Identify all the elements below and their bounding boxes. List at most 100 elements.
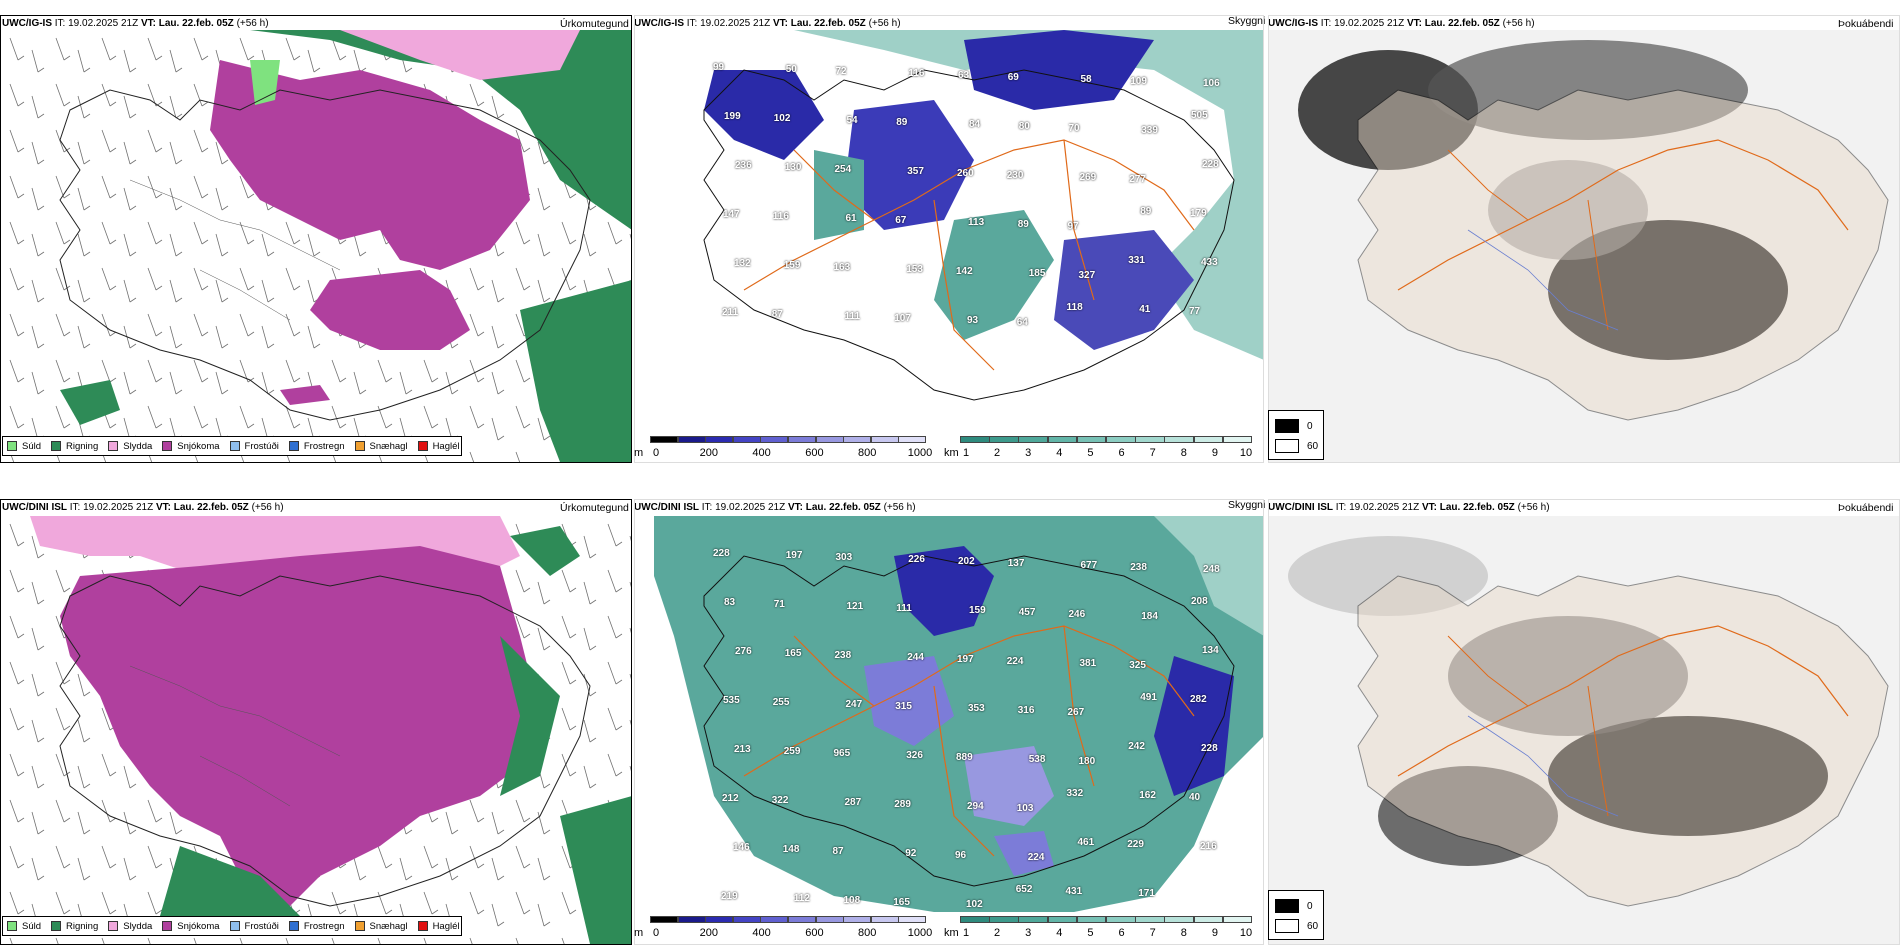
legend-item: Haglél	[417, 440, 460, 452]
visibility-value-label: 153	[906, 264, 923, 275]
legend-label: Frostregn	[303, 920, 345, 932]
visibility-value-label: 326	[906, 750, 923, 761]
fog-legend-label: 0	[1307, 420, 1313, 432]
colorbar-segment	[1018, 436, 1049, 443]
legend-label: Haglél	[432, 440, 460, 452]
colorbar-meters-row2: m 0 200 400 600 800 1000	[634, 913, 936, 943]
visibility-value-label: 652	[1015, 884, 1033, 895]
panel-title: Skyggni	[1228, 499, 1266, 511]
legend-item: Slydda	[108, 921, 152, 932]
lead-time: (+56 h)	[236, 18, 269, 29]
visibility-value-label: 77	[1189, 306, 1201, 317]
visibility-value-label: 211	[722, 307, 739, 318]
legend-label: Slydda	[123, 440, 153, 452]
colorbar-meters-row1: m 0 200 400 600 800 1000	[634, 433, 936, 463]
visibility-value-label: 339	[1141, 125, 1158, 136]
colorbar-segment	[677, 916, 706, 923]
swatch	[417, 441, 428, 451]
visibility-value-label: 255	[772, 697, 790, 708]
visibility-value-label: 163	[833, 262, 851, 273]
colorbar-segment	[1106, 436, 1136, 443]
visibility-value-label: 260	[957, 168, 974, 179]
lead-time: (+56 h)	[883, 502, 916, 513]
legend-item: Haglél	[417, 921, 460, 932]
colorbar-tick-label: 400	[752, 927, 771, 939]
colorbar-tick-label: 9	[1211, 447, 1218, 459]
visibility-value-label: 327	[1078, 270, 1096, 281]
colorbar-segment	[705, 436, 734, 443]
fog-map-row2	[1268, 516, 1900, 944]
colorbar-segment	[1018, 916, 1049, 923]
visibility-value-label: 259	[783, 746, 801, 757]
fog-legend-label: 60	[1307, 440, 1319, 452]
fog-legend-label: 60	[1307, 920, 1319, 932]
header-row2-right: UWC/DINI ISL IT: 19.02.2025 21Z VT: Lau.…	[1268, 502, 1550, 514]
legend-item: Rigning	[51, 441, 98, 452]
visibility-value-label: 277	[1129, 174, 1146, 185]
legend-label: Frostúði	[244, 920, 279, 932]
visibility-value-label: 325	[1129, 660, 1146, 671]
visibility-value-label: 199	[724, 111, 741, 122]
colorbar-tick-label: 5	[1087, 447, 1094, 459]
init-time: IT: 19.02.2025 21Z	[701, 502, 786, 513]
legend-label: Rigning	[66, 440, 99, 452]
visibility-value-label: 70	[1068, 123, 1080, 134]
legend-label: Frostregn	[303, 440, 345, 452]
visibility-value-label: 431	[1065, 886, 1083, 897]
visibility-value-label: 228	[1202, 159, 1219, 170]
colorbar-km-row2: km 1 2 3 4 5 6 7 8 9 10	[944, 913, 1262, 943]
visibility-value-label: 219	[721, 891, 738, 902]
lead-time: (+56 h)	[1502, 18, 1535, 29]
colorbar-segment	[1135, 916, 1165, 923]
panel-title: Þokuábendi	[1838, 502, 1894, 514]
colorbar-unit: km	[944, 927, 959, 939]
visibility-value-label: 202	[958, 556, 975, 567]
visibility-value-label: 107	[894, 313, 911, 324]
valid-time: Lau. 22.feb. 05Z	[805, 502, 881, 513]
visibility-value-label: 491	[1140, 692, 1157, 703]
visibility-value-label: 102	[773, 113, 791, 124]
visibility-value-label: 226	[908, 554, 925, 565]
colorbar-segment	[843, 916, 872, 923]
swatch	[51, 441, 62, 451]
visibility-map-svg	[634, 516, 1264, 912]
visibility-value-label: 677	[1080, 560, 1098, 571]
colorbar-tick-label: 200	[699, 927, 718, 939]
visibility-labels-row1: 99 50 72 116 63 69 58 109 106 199 102 54 89 84 80 70 339…	[634, 30, 1264, 430]
legend-item: Snæhagl	[354, 921, 408, 932]
swatch	[417, 921, 428, 931]
fog-legend-row: 60	[1275, 439, 1318, 453]
colorbar-segment	[960, 916, 990, 923]
model-name: UWC/IG-IS	[2, 18, 52, 29]
visibility-value-label: 248	[1203, 564, 1220, 575]
panel-title: Úrkomutegund	[560, 18, 629, 30]
swatch	[1275, 899, 1299, 913]
colorbar-segment	[870, 916, 899, 923]
visibility-value-label: 142	[956, 266, 973, 277]
colorbar-tick-label: 400	[752, 447, 771, 459]
init-time: IT: 19.02.2025 21Z	[1335, 502, 1420, 513]
legend-item: Snæhagl	[354, 441, 408, 452]
visibility-value-label: 357	[907, 166, 924, 177]
visibility-value-label: 132	[734, 258, 751, 269]
colorbar-segment	[650, 916, 679, 923]
valid-label: VT:	[155, 502, 171, 513]
visibility-value-label: 84	[969, 119, 981, 130]
visibility-value-label: 96	[955, 850, 967, 861]
precip-legend-row1: Súld Rigning Slydda Snjókoma Frostúði Fr…	[2, 436, 462, 456]
colorbar-tick-label: 9	[1211, 927, 1218, 939]
visibility-value-label: 461	[1077, 837, 1095, 848]
visibility-value-label: 159	[783, 260, 801, 271]
colorbar-unit: m	[634, 927, 644, 939]
visibility-labels-row2: 228 197 303 226 202 137 677 238 248 83 71 121 111 159…	[634, 516, 1264, 912]
legend-item: Snjókoma	[162, 441, 220, 452]
visibility-value-label: 108	[843, 895, 861, 906]
visibility-value-label: 83	[724, 597, 736, 608]
visibility-value-label: 246	[1068, 609, 1086, 620]
visibility-value-label: 238	[1130, 562, 1147, 573]
colorbar-segment	[960, 436, 990, 443]
visibility-value-label: 213	[734, 744, 751, 755]
swatch	[7, 921, 17, 931]
colorbar-tick-label: 8	[1180, 927, 1187, 939]
legend-item: Frostúði	[229, 441, 279, 452]
